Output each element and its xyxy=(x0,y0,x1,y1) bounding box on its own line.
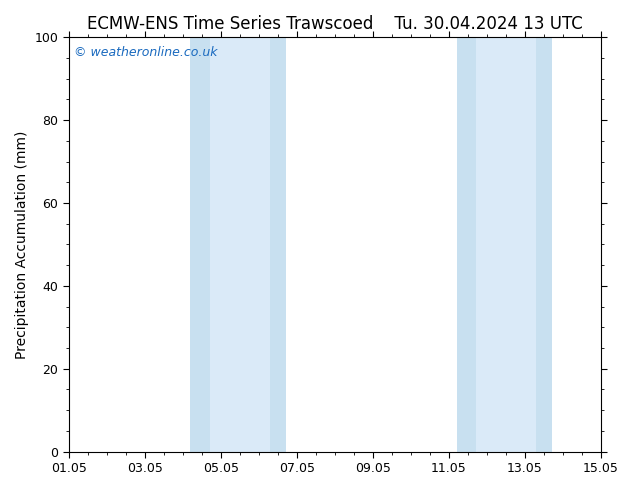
Bar xyxy=(270,37,285,452)
Bar xyxy=(456,37,476,452)
Bar xyxy=(536,37,552,452)
Text: © weatheronline.co.uk: © weatheronline.co.uk xyxy=(74,46,217,59)
Bar xyxy=(476,37,536,452)
Bar xyxy=(190,37,209,452)
Y-axis label: Precipitation Accumulation (mm): Precipitation Accumulation (mm) xyxy=(15,130,29,359)
Bar xyxy=(209,37,270,452)
Title: ECMW-ENS Time Series Trawscoed    Tu. 30.04.2024 13 UTC: ECMW-ENS Time Series Trawscoed Tu. 30.04… xyxy=(87,15,583,33)
